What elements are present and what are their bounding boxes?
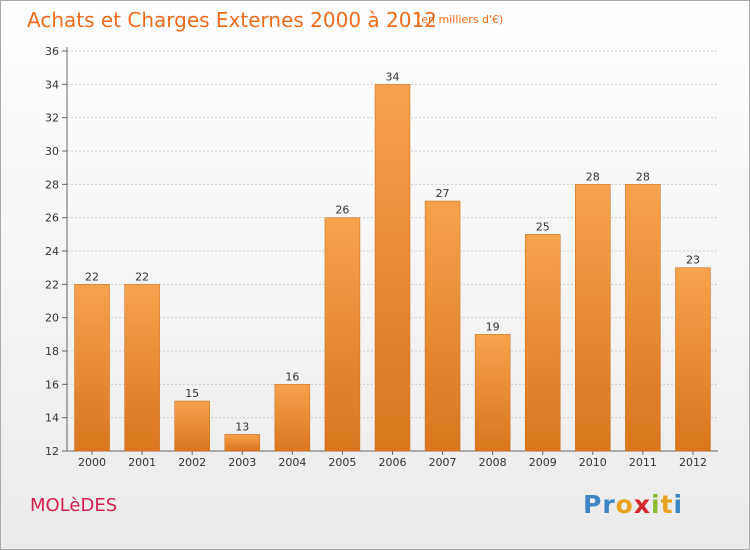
- x-tick-label: 2011: [629, 456, 657, 469]
- labels: 12 14 16 18 20 22 24 26 28 30 32 34 36 22 2000 22 2001 15…: [45, 45, 707, 469]
- logo-letter: t: [660, 490, 674, 519]
- bars: [74, 84, 711, 452]
- data-label: 22: [85, 270, 99, 283]
- y-tick-label: 34: [45, 78, 59, 91]
- data-label: 13: [235, 420, 249, 433]
- bar: [474, 334, 511, 452]
- logo-letter: P: [583, 490, 603, 519]
- bar: [324, 217, 361, 452]
- bar: [274, 384, 311, 452]
- y-tick-label: 36: [45, 45, 59, 58]
- y-tick-label: 28: [45, 178, 59, 191]
- bar: [374, 84, 411, 452]
- bar: [575, 184, 611, 452]
- data-label: 25: [536, 220, 550, 233]
- data-label: 16: [285, 370, 299, 383]
- logo-letter: i: [651, 490, 661, 519]
- y-tick-label: 30: [45, 145, 59, 158]
- data-label: 28: [636, 170, 650, 183]
- x-tick-label: 2007: [429, 456, 457, 469]
- chart-title: Achats et Charges Externes 2000 à 2012: [27, 8, 437, 32]
- bar: [74, 284, 110, 452]
- x-tick-label: 2003: [228, 456, 256, 469]
- data-label: 23: [686, 254, 700, 267]
- x-tick-label: 2001: [128, 456, 156, 469]
- data-label: 15: [185, 387, 199, 400]
- bar: [224, 434, 261, 452]
- y-tick-label: 12: [45, 445, 59, 458]
- y-tick-label: 24: [45, 245, 59, 258]
- x-tick-label: 2010: [579, 456, 607, 469]
- data-label: 22: [135, 270, 149, 283]
- y-tick-label: 20: [45, 312, 59, 325]
- logo-letter: i: [673, 490, 684, 519]
- x-tick-label: 2004: [278, 456, 306, 469]
- chart-unit: (en milliers d'€): [417, 13, 504, 26]
- bar: [124, 284, 160, 452]
- data-label: 19: [486, 320, 500, 333]
- x-tick-label: 2002: [178, 456, 206, 469]
- bar: [424, 200, 461, 452]
- y-tick-label: 32: [45, 112, 59, 125]
- y-tick-label: 18: [45, 345, 59, 358]
- x-tick-label: 2008: [479, 456, 507, 469]
- data-label: 26: [335, 204, 349, 217]
- logo-letter: r: [602, 490, 616, 519]
- bar: [174, 400, 210, 452]
- data-label: 27: [436, 187, 450, 200]
- x-tick-label: 2000: [78, 456, 106, 469]
- x-tick-label: 2006: [379, 456, 407, 469]
- y-tick-label: 26: [45, 212, 59, 225]
- data-label: 34: [386, 70, 400, 83]
- proxiti-logo[interactable]: Proxiti: [583, 490, 683, 519]
- bar: [675, 267, 711, 452]
- data-label: 28: [586, 170, 600, 183]
- y-tick-label: 16: [45, 378, 59, 391]
- logo-letter: o: [615, 490, 634, 519]
- y-tick-label: 14: [45, 412, 59, 425]
- x-tick-label: 2005: [328, 456, 356, 469]
- x-tick-label: 2009: [529, 456, 557, 469]
- bar: [524, 234, 561, 452]
- y-tick-label: 22: [45, 278, 59, 291]
- x-tick-label: 2012: [679, 456, 707, 469]
- commune-name: MOLèDES: [30, 495, 118, 516]
- bar: [625, 184, 661, 452]
- logo-letter: x: [633, 490, 651, 519]
